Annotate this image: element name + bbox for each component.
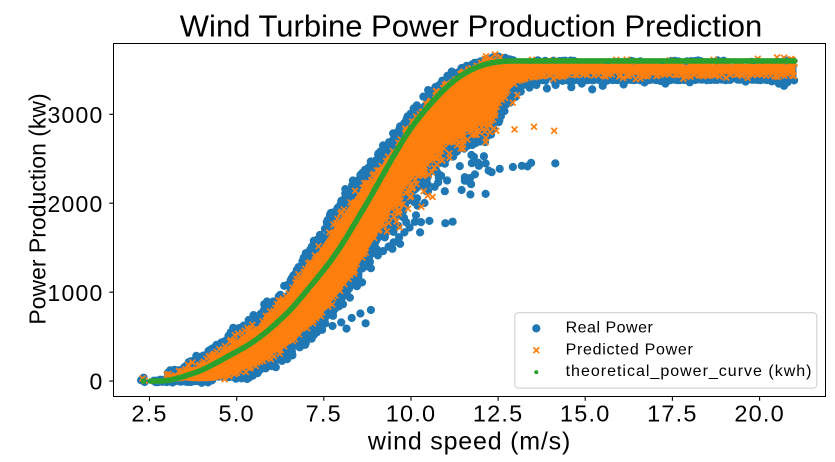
svg-text:20.0: 20.0: [734, 401, 785, 427]
svg-text:12.5: 12.5: [473, 401, 524, 427]
svg-text:Wind Turbine Power Production: Wind Turbine Power Production Prediction: [180, 9, 762, 44]
svg-text:0: 0: [90, 369, 104, 395]
svg-text:10.0: 10.0: [386, 401, 437, 427]
svg-text:3000: 3000: [48, 102, 104, 128]
svg-text:Predicted Power: Predicted Power: [566, 341, 694, 358]
svg-text:Power Production (kw): Power Production (kw): [25, 93, 51, 324]
svg-text:15.0: 15.0: [560, 401, 611, 427]
svg-text:1000: 1000: [48, 280, 104, 306]
svg-text:wind speed (m/s): wind speed (m/s): [367, 427, 571, 455]
svg-text:17.5: 17.5: [647, 401, 698, 427]
svg-text:Real Power: Real Power: [566, 319, 654, 336]
svg-text:2000: 2000: [48, 191, 104, 217]
svg-text:2.5: 2.5: [131, 401, 167, 427]
svg-text:theoretical_power_curve (kwh): theoretical_power_curve (kwh): [566, 363, 813, 380]
svg-text:7.5: 7.5: [306, 401, 342, 427]
svg-text:5.0: 5.0: [219, 401, 255, 427]
